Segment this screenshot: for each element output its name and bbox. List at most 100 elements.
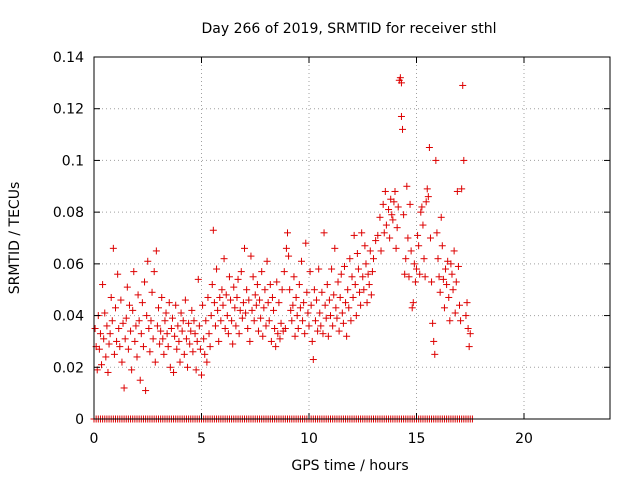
data-point: [421, 273, 429, 281]
data-point: [174, 322, 182, 330]
data-point: [338, 309, 346, 317]
data-point: [190, 317, 198, 325]
data-point: [418, 203, 426, 211]
data-point: [267, 337, 275, 345]
data-point: [354, 265, 362, 273]
data-point: [287, 306, 295, 314]
data-point: [96, 330, 104, 338]
y-tick-label: 0.06: [53, 257, 84, 273]
data-point: [135, 317, 143, 325]
data-point: [393, 224, 401, 232]
data-point: [431, 350, 439, 358]
data-point: [216, 293, 224, 301]
data-point: [235, 330, 243, 338]
data-point: [179, 317, 187, 325]
data-point: [352, 312, 360, 320]
data-point: [400, 211, 408, 219]
data-point: [196, 345, 204, 353]
data-point: [200, 335, 208, 343]
data-point: [368, 268, 376, 276]
data-point: [224, 330, 232, 338]
data-point: [356, 288, 364, 296]
data-point: [358, 229, 366, 237]
data-point: [390, 198, 398, 206]
data-point: [451, 309, 459, 317]
data-point: [454, 262, 462, 270]
data-point: [372, 237, 380, 245]
data-point: [119, 319, 127, 327]
data-point: [324, 332, 332, 340]
data-point: [163, 330, 171, 338]
y-tick-label: 0.02: [53, 360, 84, 376]
data-point: [277, 319, 285, 327]
data-point: [136, 376, 144, 384]
data-point: [416, 270, 424, 278]
data-point: [407, 247, 415, 255]
data-point: [108, 317, 116, 325]
data-point: [428, 278, 436, 286]
data-point: [301, 330, 309, 338]
data-point: [437, 213, 445, 221]
data-point: [237, 268, 245, 276]
data-point: [198, 371, 205, 379]
data-point: [282, 244, 290, 252]
data-point: [306, 268, 314, 276]
data-point: [258, 268, 266, 276]
data-point: [167, 325, 175, 332]
data-point: [449, 286, 457, 294]
data-point: [325, 296, 333, 304]
data-point: [288, 317, 296, 325]
data-point: [218, 286, 226, 294]
data-point: [420, 255, 428, 263]
data-point: [104, 368, 112, 376]
data-point: [122, 314, 130, 322]
data-point: [195, 322, 203, 330]
data-point: [379, 200, 387, 208]
data-point: [318, 288, 326, 296]
data-point: [219, 301, 227, 309]
data-point: [130, 268, 138, 276]
data-point: [251, 291, 259, 299]
x-axis-ticks: 0 5 10 15 20: [90, 57, 533, 447]
y-tick-label: 0.08: [53, 205, 84, 221]
data-point: [99, 281, 107, 289]
data-point: [131, 337, 139, 345]
data-point: [260, 304, 268, 312]
data-point: [259, 332, 267, 340]
chart-title: Day 266 of 2019, SRMTID for receiver sth…: [202, 21, 497, 37]
data-point: [299, 317, 307, 325]
data-point: [206, 343, 214, 351]
data-point: [394, 203, 402, 211]
data-point: [415, 242, 423, 250]
data-point: [238, 314, 246, 322]
data-point: [392, 244, 400, 252]
data-point: [327, 312, 334, 320]
data-point: [388, 211, 396, 219]
data-point: [276, 335, 284, 343]
data-point: [344, 286, 352, 294]
data-point: [158, 293, 166, 301]
data-point: [142, 387, 150, 395]
data-point: [191, 330, 199, 338]
data-point: [170, 368, 178, 376]
data-point: [322, 314, 330, 322]
data-point: [168, 314, 176, 322]
data-point: [308, 337, 316, 345]
data-point: [307, 301, 315, 309]
data-point: [102, 353, 110, 361]
data-point: [180, 350, 188, 358]
data-point: [328, 265, 336, 273]
data-point: [353, 250, 361, 258]
data-point: [256, 296, 264, 304]
data-point: [323, 281, 331, 289]
data-point: [262, 322, 270, 330]
data-point: [186, 340, 194, 348]
data-point: [245, 296, 253, 304]
data-point: [134, 291, 142, 299]
data-point: [329, 322, 337, 330]
data-point: [117, 296, 125, 304]
data-point: [448, 270, 456, 278]
data-point: [120, 384, 128, 392]
data-point: [103, 322, 111, 330]
data-point: [236, 306, 244, 314]
